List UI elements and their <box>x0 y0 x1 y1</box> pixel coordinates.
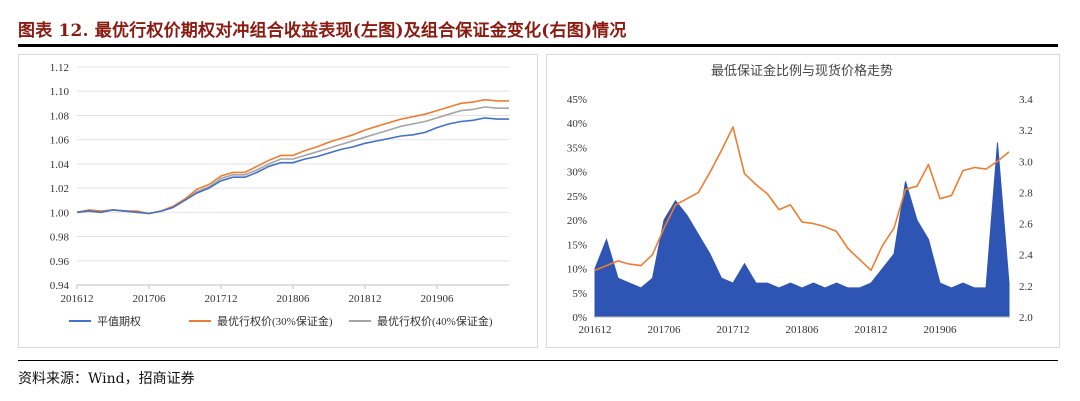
y-tick-label: 0.98 <box>50 232 70 244</box>
chart-title: 最低保证金比例与现货价格走势 <box>711 63 893 78</box>
right-chart: 最低保证金比例与现货价格走势 0% 5% 10% 15% 20% 25% 30% 35% 40% 4… <box>567 63 1033 336</box>
margin-area <box>594 142 1010 318</box>
y-right-tick-label: 2.0 <box>1019 312 1033 324</box>
y-left-tick-label: 10% <box>567 264 587 276</box>
y-tick-label: 0.94 <box>50 280 70 292</box>
x-tick-label: 201706 <box>648 324 682 336</box>
y-right-tick-label: 2.8 <box>1019 187 1033 199</box>
x-tick-label: 201712 <box>205 293 238 305</box>
price-line <box>594 126 1010 272</box>
y-tick-label: 1.06 <box>50 135 70 147</box>
y-tick-label: 1.04 <box>50 159 70 171</box>
x-tick-label: 201806 <box>277 293 311 305</box>
y-tick-label: 1.10 <box>50 86 70 98</box>
y-tick-label: 0.96 <box>50 256 70 268</box>
series-line <box>76 106 509 215</box>
bottom-rule <box>18 360 1058 361</box>
x-tick-label: 201706 <box>133 293 167 305</box>
y-left-tick-label: 30% <box>567 167 587 179</box>
y-left-tick-label: 0% <box>572 312 587 324</box>
y-left-tick-label: 25% <box>567 191 587 203</box>
y-right-tick-label: 2.6 <box>1019 219 1033 231</box>
x-tick-label: 201906 <box>421 293 455 305</box>
y-left-tick-label: 15% <box>567 239 587 251</box>
y-tick-label: 1.02 <box>50 183 69 195</box>
left-chart: 0.94 0.96 0.98 1.00 1.02 1.04 1.06 1.08 1.10 1.12… <box>50 62 509 328</box>
y-left-tick-label: 5% <box>572 288 587 300</box>
legend-label: 最优行权价(30%保证金) <box>217 314 333 328</box>
y-left-tick-label: 35% <box>567 142 587 154</box>
y-right-tick-label: 3.0 <box>1019 156 1033 168</box>
figure-title: 图表 12. 最优行权价期权对冲组合收益表现(左图)及组合保证金变化(右图)情况 <box>18 21 627 41</box>
right-chart-panel: 最低保证金比例与现货价格走势 0% 5% 10% 15% 20% 25% 30% 35% 40% 4… <box>546 54 1060 348</box>
source-note: 资料来源：Wind，招商证券 <box>18 371 195 387</box>
y-tick-label: 1.12 <box>50 62 69 74</box>
series-line <box>76 98 509 215</box>
left-chart-panel: 0.94 0.96 0.98 1.00 1.02 1.04 1.06 1.08 1.10 1.12… <box>18 54 538 348</box>
x-tick-label: 201806 <box>786 324 820 336</box>
x-tick-label: 201812 <box>349 293 382 305</box>
x-tick-label: 201712 <box>717 324 750 336</box>
x-tick-label: 201612 <box>579 324 612 336</box>
y-left-tick-label: 45% <box>567 94 587 106</box>
x-tick-label: 201612 <box>61 293 94 305</box>
y-right-tick-label: 2.2 <box>1019 281 1033 293</box>
series-line <box>76 117 509 215</box>
x-tick-label: 201812 <box>855 324 888 336</box>
y-right-tick-label: 3.2 <box>1019 125 1033 137</box>
y-tick-label: 1.08 <box>50 110 70 122</box>
y-tick-label: 1.00 <box>50 207 70 219</box>
y-left-tick-label: 20% <box>567 215 587 227</box>
legend-label: 最优行权价(40%保证金) <box>377 314 493 328</box>
x-tick-label: 201906 <box>924 324 958 336</box>
legend-label: 平值期权 <box>97 315 141 328</box>
y-right-tick-label: 3.4 <box>1019 94 1033 106</box>
top-rule <box>18 44 1058 47</box>
y-left-tick-label: 40% <box>567 118 587 130</box>
y-right-tick-label: 2.4 <box>1019 250 1033 262</box>
